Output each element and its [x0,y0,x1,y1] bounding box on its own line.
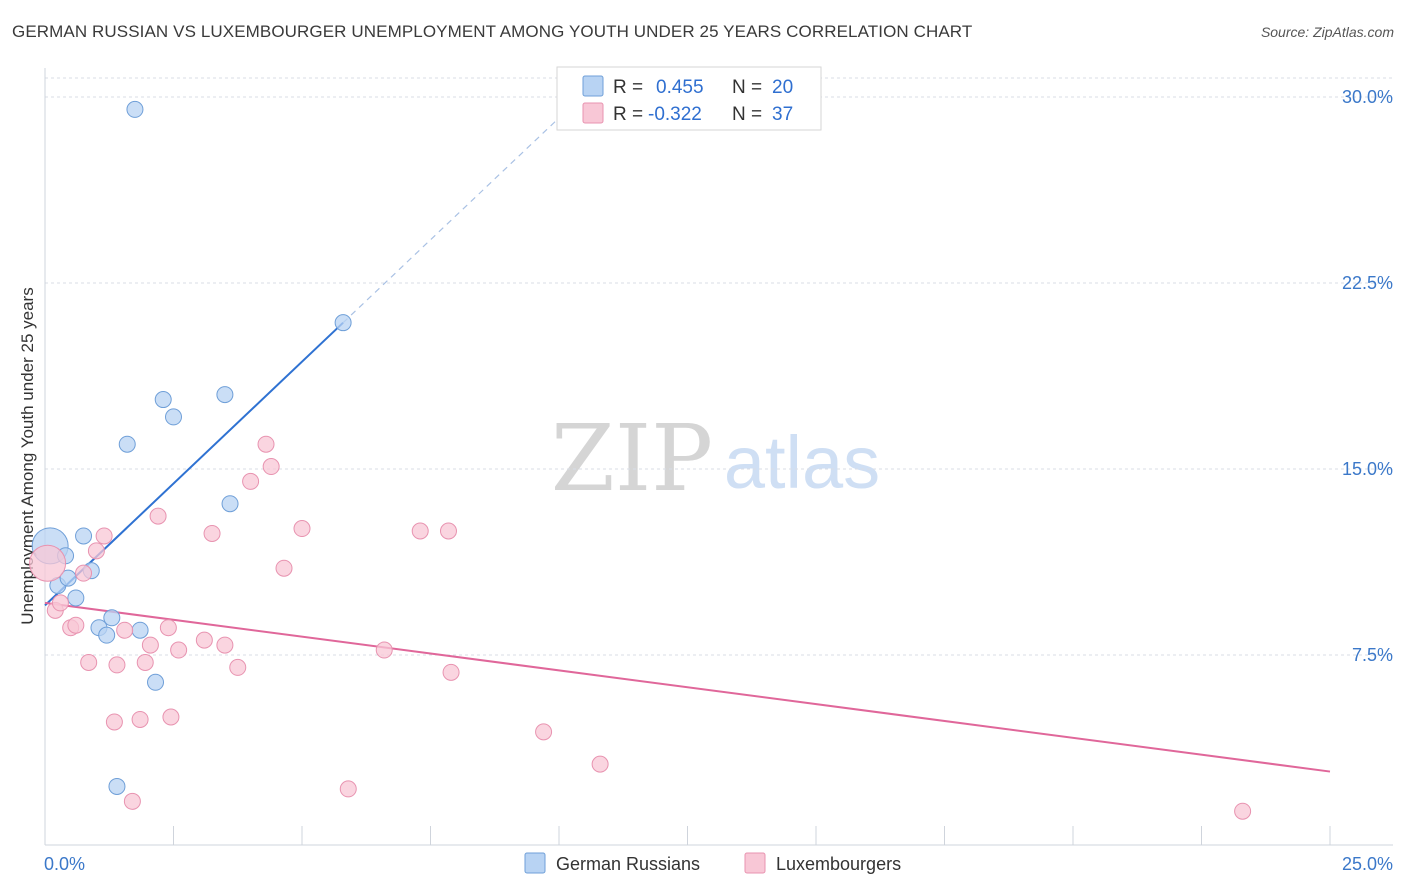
point-luxembourgers-20 [195,631,213,649]
series-legend-swatch-german-russians [524,852,546,874]
correlation-legend: R = 0.455 N = 20 R = -0.322 N = 37 [556,66,822,131]
x-tick-label-0: 0.0% [44,854,85,874]
point-luxembourgers-8 [95,527,113,545]
watermark-atlas: atlas [724,421,880,504]
point-luxembourgers-25 [257,435,275,453]
point-luxembourgers-16 [149,507,167,525]
point-german-russians-11 [118,435,136,453]
point-german-russians-5 [75,527,93,545]
trend-extension-german-russians [342,93,586,324]
x-tick-labels: 0.0% 25.0% [44,854,1393,874]
legend-n-label-2: N = [732,104,762,125]
point-german-russians-16 [165,408,182,426]
point-german-russians-15 [154,391,172,409]
series-legend-label-german-russians: German Russians [556,854,700,874]
point-luxembourgers-2 [51,594,69,612]
y-tick-label-1: 15.0% [1342,459,1393,479]
point-luxembourgers-6 [80,653,98,671]
legend-n-value-2: 37 [772,104,793,125]
point-luxembourgers-7 [87,542,105,560]
series-legend: German Russians Luxembourgers [524,852,901,874]
point-luxembourgers-30 [375,641,393,659]
axes [44,68,1393,846]
point-luxembourgers-14 [136,653,154,671]
x-tick-label-1: 25.0% [1342,854,1393,874]
point-luxembourgers-18 [162,708,180,726]
legend-n-value-1: 20 [772,77,793,98]
point-luxembourgers-4 [67,616,85,634]
point-luxembourgers-33 [442,663,460,681]
point-luxembourgers-27 [275,559,293,577]
point-luxembourgers-34 [535,723,553,741]
point-german-russians-12 [126,100,144,118]
point-luxembourgers-23 [229,658,247,676]
y-tick-label-0: 7.5% [1352,645,1393,665]
point-luxembourgers-5 [75,564,93,582]
series-legend-label-luxembourgers: Luxembourgers [776,854,901,874]
point-german-russians-18 [221,495,239,513]
point-german-russians-3 [59,569,77,587]
point-luxembourgers-26 [262,458,280,476]
legend-r-value-1: 0.455 [656,77,704,98]
point-luxembourgers-12 [123,792,141,810]
y-tick-label-3: 30.0% [1342,87,1393,107]
y-axis-label: Unemployment Among Youth under 25 years [18,287,37,624]
point-luxembourgers-10 [108,656,126,674]
point-luxembourgers-24 [242,472,260,490]
data-points [29,100,1252,820]
point-luxembourgers-0 [29,544,67,582]
point-luxembourgers-22 [216,636,234,654]
point-luxembourgers-19 [170,641,188,659]
y-tick-label-2: 22.5% [1342,273,1393,293]
watermark-zip: ZIP [551,405,713,512]
point-german-russians-10 [108,777,126,795]
point-luxembourgers-11 [116,621,134,639]
legend-r-label-2: R = [613,104,643,125]
point-german-russians-8 [98,626,116,644]
chart-source: Source: ZipAtlas.com [1260,24,1394,40]
point-german-russians-17 [216,386,234,404]
point-luxembourgers-15 [141,636,159,654]
point-luxembourgers-28 [293,520,311,538]
point-luxembourgers-31 [411,522,429,540]
legend-swatch-blue [582,75,604,97]
legend-n-label-1: N = [732,77,762,98]
point-luxembourgers-36 [1234,802,1252,820]
point-luxembourgers-17 [159,619,177,637]
legend-swatch-pink [582,102,604,124]
series-legend-swatch-luxembourgers [744,852,766,874]
grid-lines [45,77,1393,656]
point-german-russians-14 [147,673,165,691]
x-ticks [44,826,1331,845]
point-luxembourgers-21 [203,524,221,542]
point-luxembourgers-29 [339,780,357,798]
chart-title: GERMAN RUSSIAN VS LUXEMBOURGER UNEMPLOYM… [12,22,973,41]
point-german-russians-13 [131,621,149,639]
point-german-russians-19 [334,314,352,332]
point-german-russians-4 [67,589,85,607]
trend-line-luxembourgers [44,601,1331,773]
point-german-russians-9 [103,609,121,627]
point-luxembourgers-32 [439,522,457,540]
legend-r-value-2: -0.322 [648,104,702,125]
legend-r-label-1: R = [613,77,643,98]
point-luxembourgers-35 [591,755,609,773]
point-luxembourgers-9 [105,713,123,731]
point-luxembourgers-13 [131,710,149,728]
y-tick-labels: 7.5% 15.0% 22.5% 30.0% [1342,87,1393,665]
